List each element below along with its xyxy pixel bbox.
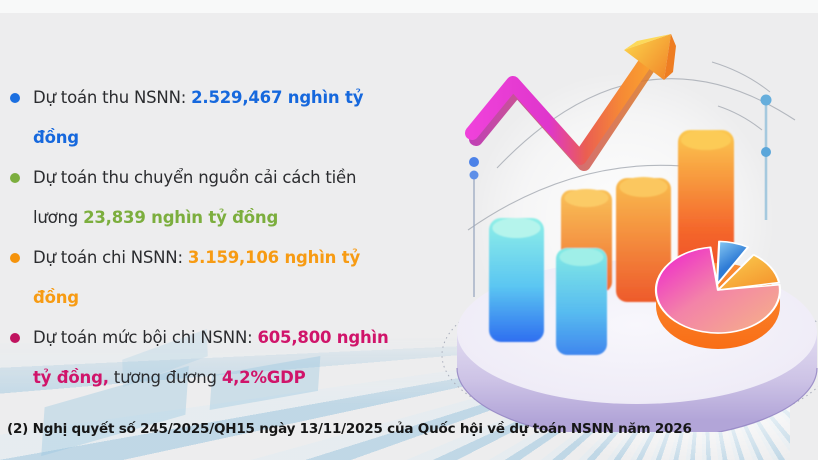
stat-label: tương đương	[108, 368, 222, 387]
bullet-dot	[10, 253, 20, 263]
illustration-svg	[441, 34, 818, 441]
stat-label: Dự toán thu chuyển nguồn cải cách tiền l…	[33, 168, 357, 227]
pie-chart-3d-icon	[654, 240, 782, 349]
budget-stats-list: Dự toán thu NSNN: 2.529,467 nghìn tỷ đồn…	[0, 78, 402, 398]
stat-item-deficit: Dự toán mức bội chi NSNN: 605,800 nghìn …	[0, 318, 402, 398]
stat-value: 2.529,467 nghìn tỷ đồng	[33, 88, 364, 147]
stat-label: Dự toán thu NSNN:	[33, 88, 192, 107]
zigzag-growth-arrow-icon	[465, 34, 676, 171]
bullet-dot	[10, 173, 20, 183]
bullet-dot	[10, 333, 20, 343]
stat-item-salary-reform: Dự toán thu chuyển nguồn cải cách tiền l…	[0, 158, 402, 238]
stat-value: 3.159,106 nghìn tỷ đồng	[33, 248, 360, 307]
stat-label: Dự toán mức bội chi NSNN:	[33, 328, 258, 347]
stat-value: 605,800 nghìn tỷ đồng,	[33, 328, 389, 387]
stat-value: 4,2%GDP	[221, 368, 306, 387]
stat-label: Dự toán chi NSNN:	[33, 248, 188, 267]
3d-finance-illustration	[440, 20, 818, 441]
top-strip	[0, 0, 818, 13]
stat-item-expenditure: Dự toán chi NSNN: 3.159,106 nghìn tỷ đồn…	[0, 238, 402, 318]
footnote-citation: (2) Nghị quyết số 245/2025/QH15 ngày 13/…	[7, 421, 692, 437]
marker-dots	[469, 94, 772, 297]
bullet-dot	[10, 93, 20, 103]
stat-item-revenue: Dự toán thu NSNN: 2.529,467 nghìn tỷ đồn…	[0, 78, 402, 158]
stat-value: 23,839 nghìn tỷ đồng	[83, 208, 279, 227]
